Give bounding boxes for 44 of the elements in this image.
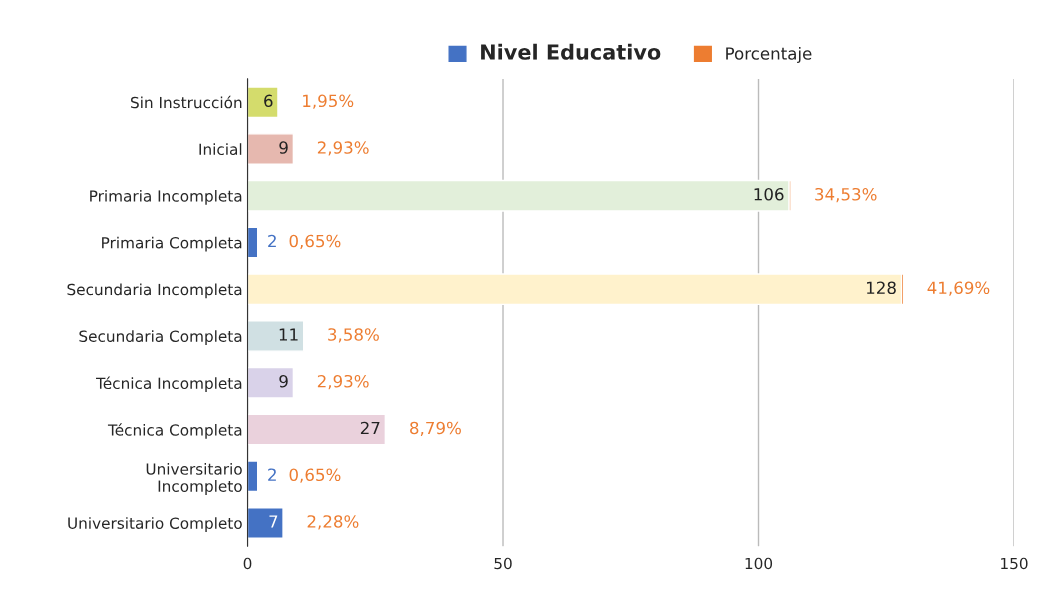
bar: [247, 507, 284, 539]
y-tick-label: Universitario Completo: [68, 517, 242, 532]
data-label: 9: [279, 141, 288, 154]
y-tick-label: Inicial: [199, 143, 242, 156]
y-tick-label: Sin Instrucción: [131, 95, 242, 109]
y-tick-label: Técnica Completa: [107, 423, 242, 439]
x-tick-label: 100: [745, 557, 773, 570]
data-label: 41,69%: [927, 281, 990, 296]
data-label: 7: [269, 515, 278, 528]
bar: [247, 273, 903, 306]
data-label: 1,95%: [303, 94, 354, 109]
bar: [247, 179, 790, 212]
y-tick-label: Técnica Incompleta: [96, 376, 242, 392]
data-label: 0,65%: [289, 468, 341, 483]
data-label: 128: [867, 281, 896, 295]
data-label: 27: [360, 421, 380, 435]
bar: [247, 413, 387, 446]
data-label: 8,79%: [410, 421, 461, 436]
data-label: 9: [279, 374, 288, 388]
bar: [247, 366, 295, 399]
bar: [247, 320, 305, 352]
x-tick-label: 50: [494, 557, 512, 570]
bar: [247, 133, 295, 165]
y-tick-label: Secundaria Incompleta: [67, 283, 242, 299]
data-label: 2: [268, 234, 276, 248]
data-label: 2,93%: [317, 374, 369, 390]
data-label: 34,53%: [815, 187, 877, 203]
data-label: 3,58%: [328, 328, 379, 343]
legend-label: Nivel Educativo: [481, 43, 661, 60]
x-tick-label: 150: [1001, 557, 1028, 570]
data-label: 6: [264, 94, 273, 108]
y-tick-label: Universitario Incompleto: [146, 462, 242, 495]
y-tick-label: Secundaria Completa: [79, 330, 242, 345]
data-label: 106: [754, 187, 784, 201]
data-label: 2,28%: [307, 515, 359, 530]
y-tick-label: Primaria Completa: [102, 236, 242, 252]
legend-label: Porcentaje: [726, 46, 812, 64]
bar: [247, 86, 279, 119]
y-tick-label: Primaria Incompleta: [90, 189, 242, 205]
data-label: 11: [279, 328, 298, 341]
data-label: 2,93%: [317, 141, 369, 156]
data-label: 0,65%: [289, 234, 341, 250]
x-tick-label: 0: [243, 557, 252, 570]
data-label: 2: [268, 468, 276, 481]
